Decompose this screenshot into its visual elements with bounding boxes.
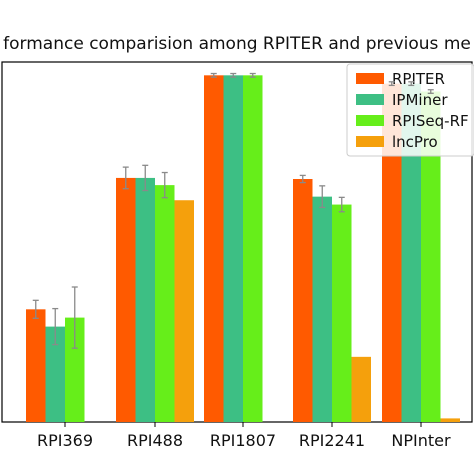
- legend-box: [346, 63, 474, 157]
- x-tick-label-npinter: NPInter: [391, 431, 451, 450]
- legend-swatch-rpiseq-rf: [356, 115, 384, 126]
- bar-rpiter-rpi488: [116, 177, 136, 422]
- legend-swatch-ipminer: [356, 94, 384, 105]
- bar-rpiter-npinter: [382, 83, 402, 422]
- legend-swatch-lncpro: [356, 136, 384, 147]
- bar-rpiter-rpi369: [26, 309, 46, 422]
- bar-ipminer-rpi2241: [312, 196, 332, 422]
- bar-rpiseq-rf-rpi2241: [332, 204, 352, 422]
- bar-rpiter-rpi2241: [293, 179, 313, 422]
- bar-ipminer-rpi488: [135, 177, 155, 422]
- legend-label-rpiseq-rf: RPISeq-RF: [392, 112, 469, 130]
- bars: [26, 75, 460, 423]
- legend-swatch-rpiter: [356, 73, 384, 84]
- bar-rpiseq-rf-rpi1807: [243, 75, 263, 422]
- x-tick-label-rpi1807: RPI1807: [210, 431, 276, 450]
- legend-label-ipminer: IPMiner: [392, 91, 448, 109]
- bar-rpiseq-rf-npinter: [421, 91, 441, 423]
- bar-rpiter-rpi1807: [204, 75, 224, 422]
- chart-title: formance comparision among RPITER and pr…: [3, 34, 471, 54]
- error-bars: [32, 72, 434, 349]
- bar-rpiseq-rf-rpi369: [65, 317, 85, 422]
- bar-ipminer-npinter: [401, 83, 421, 422]
- x-axis-ticks: RPI369 RPI488 RPI1807 RPI2241 NPInter: [37, 422, 451, 450]
- bar-lncpro-npinter: [440, 418, 460, 422]
- legend: RPITER IPMiner RPISeq-RF lncPro: [346, 63, 474, 157]
- legend-label-rpiter: RPITER: [392, 70, 445, 88]
- bar-lncpro-rpi2241: [351, 356, 371, 422]
- bar-ipminer-rpi1807: [223, 75, 243, 422]
- bar-ipminer-rpi369: [45, 326, 65, 422]
- bar-rpiseq-rf-rpi488: [155, 185, 175, 422]
- x-tick-label-rpi369: RPI369: [37, 431, 93, 450]
- x-tick-label-rpi2241: RPI2241: [299, 431, 365, 450]
- x-tick-label-rpi488: RPI488: [127, 431, 183, 450]
- legend-label-lncpro: lncPro: [392, 133, 438, 151]
- bar-lncpro-rpi488: [174, 200, 194, 422]
